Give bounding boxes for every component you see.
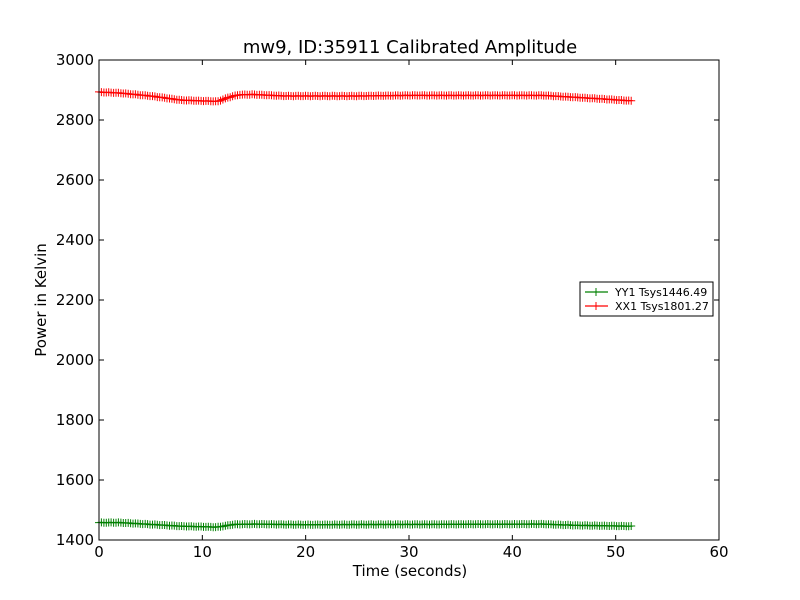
x-tick-label: 60 [709,543,728,561]
legend-marker [592,288,600,296]
y-axis-label: Power in Kelvin [32,243,50,357]
y-tick-label: 1600 [56,471,94,489]
plot-series [95,87,636,532]
x-tick-label: 20 [296,543,315,561]
y-tick-label: 2200 [56,291,94,309]
x-tick-label: 50 [606,543,625,561]
series-2 [95,87,636,106]
y-tick-label: 1800 [56,411,94,429]
series-1 [95,518,636,532]
y-tick-label: 2800 [56,111,94,129]
y-tick-label: 2400 [56,231,94,249]
y-tick-label: 2000 [56,351,94,369]
x-tick-label: 10 [193,543,212,561]
series-markers [95,518,636,532]
legend-label: XX1 Tsys1801.27 [615,300,709,313]
x-axis-label: Time (seconds) [352,562,468,580]
chart-title: mw9, ID:35911 Calibrated Amplitude [243,37,577,58]
x-tick-label: 30 [399,543,418,561]
x-tick-label: 40 [503,543,522,561]
x-axis: 0 10 20 30 40 50 60 [94,60,729,561]
legend-marker [592,302,600,310]
y-tick-label: 2600 [56,171,94,189]
legend-label: YY1 Tsys1446.49 [614,286,707,299]
y-axis: 1400 1600 1800 2000 2200 2400 2600 2800 3000 [56,51,719,549]
y-tick-label: 3000 [56,51,94,69]
y-tick-label: 1400 [56,531,94,549]
legend-box [579,281,714,317]
x-tick-label: 0 [94,543,104,561]
